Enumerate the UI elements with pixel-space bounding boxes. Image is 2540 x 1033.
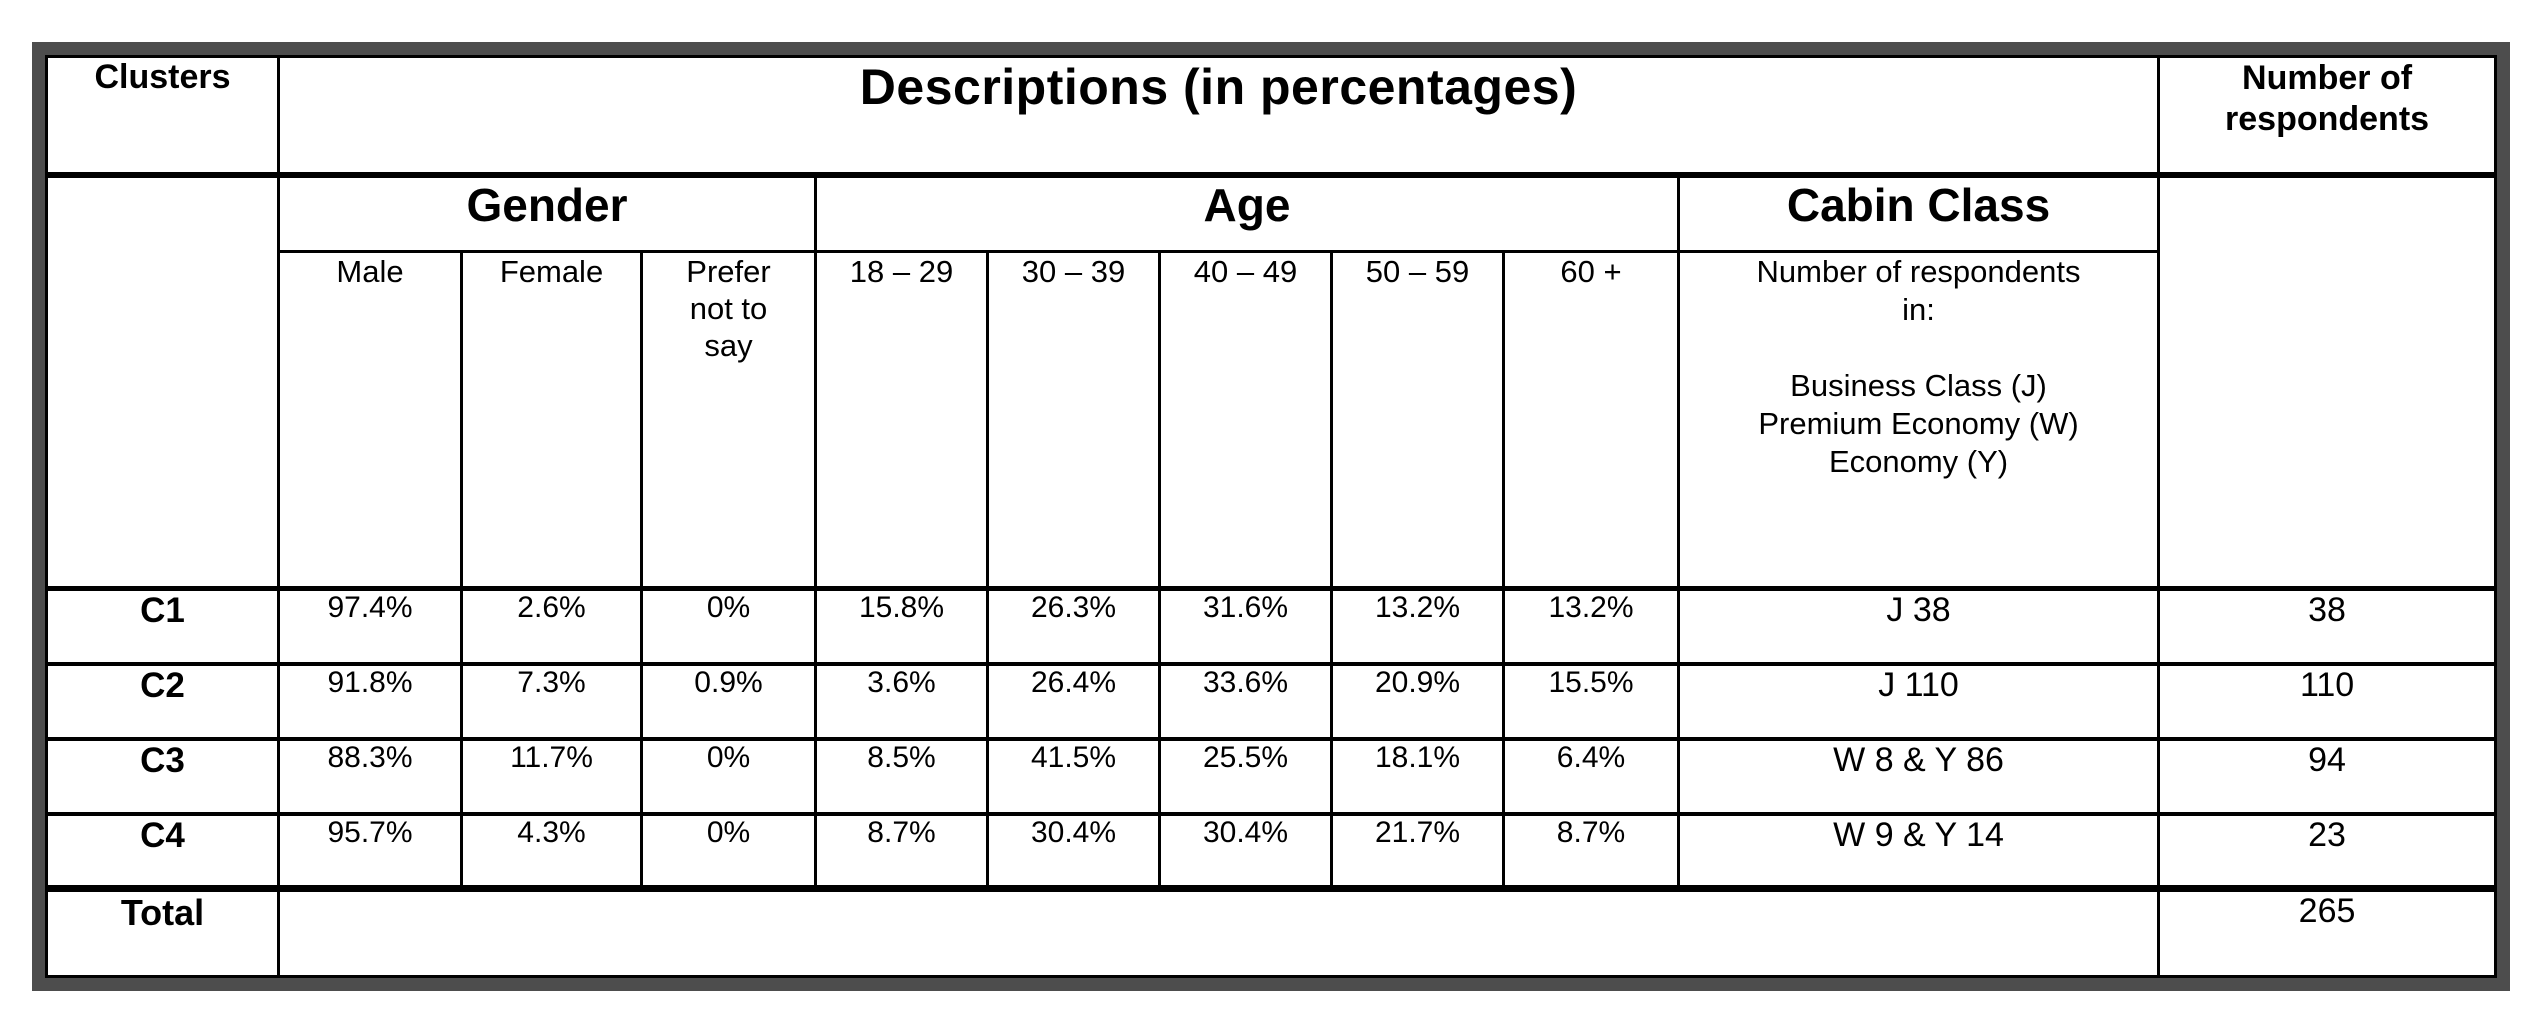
age-column-50-59: 50 – 59: [1330, 250, 1505, 591]
age-value-cell: 8.7%: [814, 812, 989, 892]
age-value-cell: 15.5%: [1502, 662, 1680, 741]
age-value-cell: 6.4%: [1502, 737, 1680, 816]
respondents-value-cell: 94: [2157, 737, 2498, 816]
age-value-cell: 33.6%: [1158, 662, 1333, 741]
cluster-data-row: C2 91.8% 7.3% 0.9% 3.6% 26.4% 33.6% 20.9% 15.5% J…: [45, 662, 2498, 741]
age-value-cell: 26.3%: [986, 587, 1161, 666]
gender-value-cell: 91.8%: [277, 662, 463, 741]
gender-column-female: Female: [460, 250, 643, 591]
age-value-cell: 26.4%: [986, 662, 1161, 741]
age-column-18-29: 18 – 29: [814, 250, 989, 591]
respondents-value-cell: 23: [2157, 812, 2498, 892]
total-row: Total 265: [45, 887, 2498, 978]
age-value-cell: 41.5%: [986, 737, 1161, 816]
age-value-cell: 13.2%: [1330, 587, 1505, 666]
respondents-spacer-cell: [2157, 173, 2498, 591]
age-value-cell: 21.7%: [1330, 812, 1505, 892]
age-group-header: Age: [814, 173, 1680, 253]
clusters-spacer-cell: [45, 173, 280, 591]
gender-value-cell: 0%: [640, 812, 817, 892]
gender-value-cell: 0.9%: [640, 662, 817, 741]
cabin-class-value-cell: J 38: [1676, 587, 2161, 666]
age-value-cell: 25.5%: [1158, 737, 1333, 816]
cabin-class-value-cell: W 9 & Y 14: [1676, 812, 2161, 892]
gender-column-prefer-not-to-say: Prefer not to say: [640, 250, 817, 591]
age-column-40-49: 40 – 49: [1158, 250, 1333, 591]
age-value-cell: 30.4%: [1158, 812, 1333, 892]
cluster-label-cell: C4: [45, 812, 280, 892]
column-labels-row: Male Female Prefer not to say 18 – 29 30…: [47, 250, 2496, 591]
cabin-class-value-cell: J 110: [1676, 662, 2161, 741]
cabin-class-description-cell: Number of respondents in: Business Class (…: [1676, 250, 2161, 591]
age-value-cell: 30.4%: [986, 812, 1161, 892]
group-header-row: Gender Age Cabin Class: [45, 173, 2498, 591]
descriptions-header-cell: Descriptions (in percentages): [276, 55, 2161, 178]
total-respondents-cell: 265: [2157, 887, 2498, 978]
gender-value-cell: 2.6%: [460, 587, 643, 666]
age-value-cell: 18.1%: [1330, 737, 1505, 816]
age-column-30-39: 30 – 39: [986, 250, 1161, 591]
age-value-cell: 3.6%: [814, 662, 989, 741]
gender-value-cell: 97.4%: [277, 587, 463, 666]
cabin-group-header: Cabin Class: [1676, 173, 2161, 253]
gender-value-cell: 88.3%: [277, 737, 463, 816]
gender-value-cell: 0%: [640, 737, 817, 816]
total-spacer-cell: [276, 887, 2161, 978]
gender-column-prefer-label: Prefer not to say: [686, 254, 771, 364]
clusters-table: Clusters Descriptions (in percentages) N…: [45, 55, 2498, 978]
header-row: Clusters Descriptions (in percentages) N…: [45, 55, 2498, 178]
gender-value-cell: 0%: [640, 587, 817, 666]
clusters-table-frame: Clusters Descriptions (in percentages) N…: [32, 42, 2511, 991]
respondents-header-cell: Number of respondents: [2157, 55, 2498, 178]
gender-value-cell: 11.7%: [460, 737, 643, 816]
cluster-label-cell: C1: [45, 587, 280, 666]
cluster-data-row: C4 95.7% 4.3% 0% 8.7% 30.4% 30.4% 21.7% 8.7% W 9 …: [45, 812, 2498, 892]
clusters-header-cell: Clusters: [45, 55, 280, 178]
gender-value-cell: 7.3%: [460, 662, 643, 741]
gender-value-cell: 4.3%: [460, 812, 643, 892]
age-value-cell: 31.6%: [1158, 587, 1333, 666]
gender-value-cell: 95.7%: [277, 812, 463, 892]
respondents-value-cell: 38: [2157, 587, 2498, 666]
age-value-cell: 8.7%: [1502, 812, 1680, 892]
age-value-cell: 20.9%: [1330, 662, 1505, 741]
age-value-cell: 13.2%: [1502, 587, 1680, 666]
cluster-label-cell: C3: [45, 737, 280, 816]
cluster-label-cell: C2: [45, 662, 280, 741]
gender-column-male: Male: [277, 250, 463, 591]
age-value-cell: 15.8%: [814, 587, 989, 666]
age-value-cell: 8.5%: [814, 737, 989, 816]
gender-group-header: Gender: [277, 173, 817, 253]
total-label-cell: Total: [45, 887, 280, 978]
cluster-data-row: C1 97.4% 2.6% 0% 15.8% 26.3% 31.6% 13.2% 13.2% J …: [45, 587, 2498, 666]
cluster-data-row: C3 88.3% 11.7% 0% 8.5% 41.5% 25.5% 18.1% 6.4% W 8…: [45, 737, 2498, 816]
age-column-60-plus: 60 +: [1502, 250, 1680, 591]
cabin-class-value-cell: W 8 & Y 86: [1676, 737, 2161, 816]
respondents-value-cell: 110: [2157, 662, 2498, 741]
